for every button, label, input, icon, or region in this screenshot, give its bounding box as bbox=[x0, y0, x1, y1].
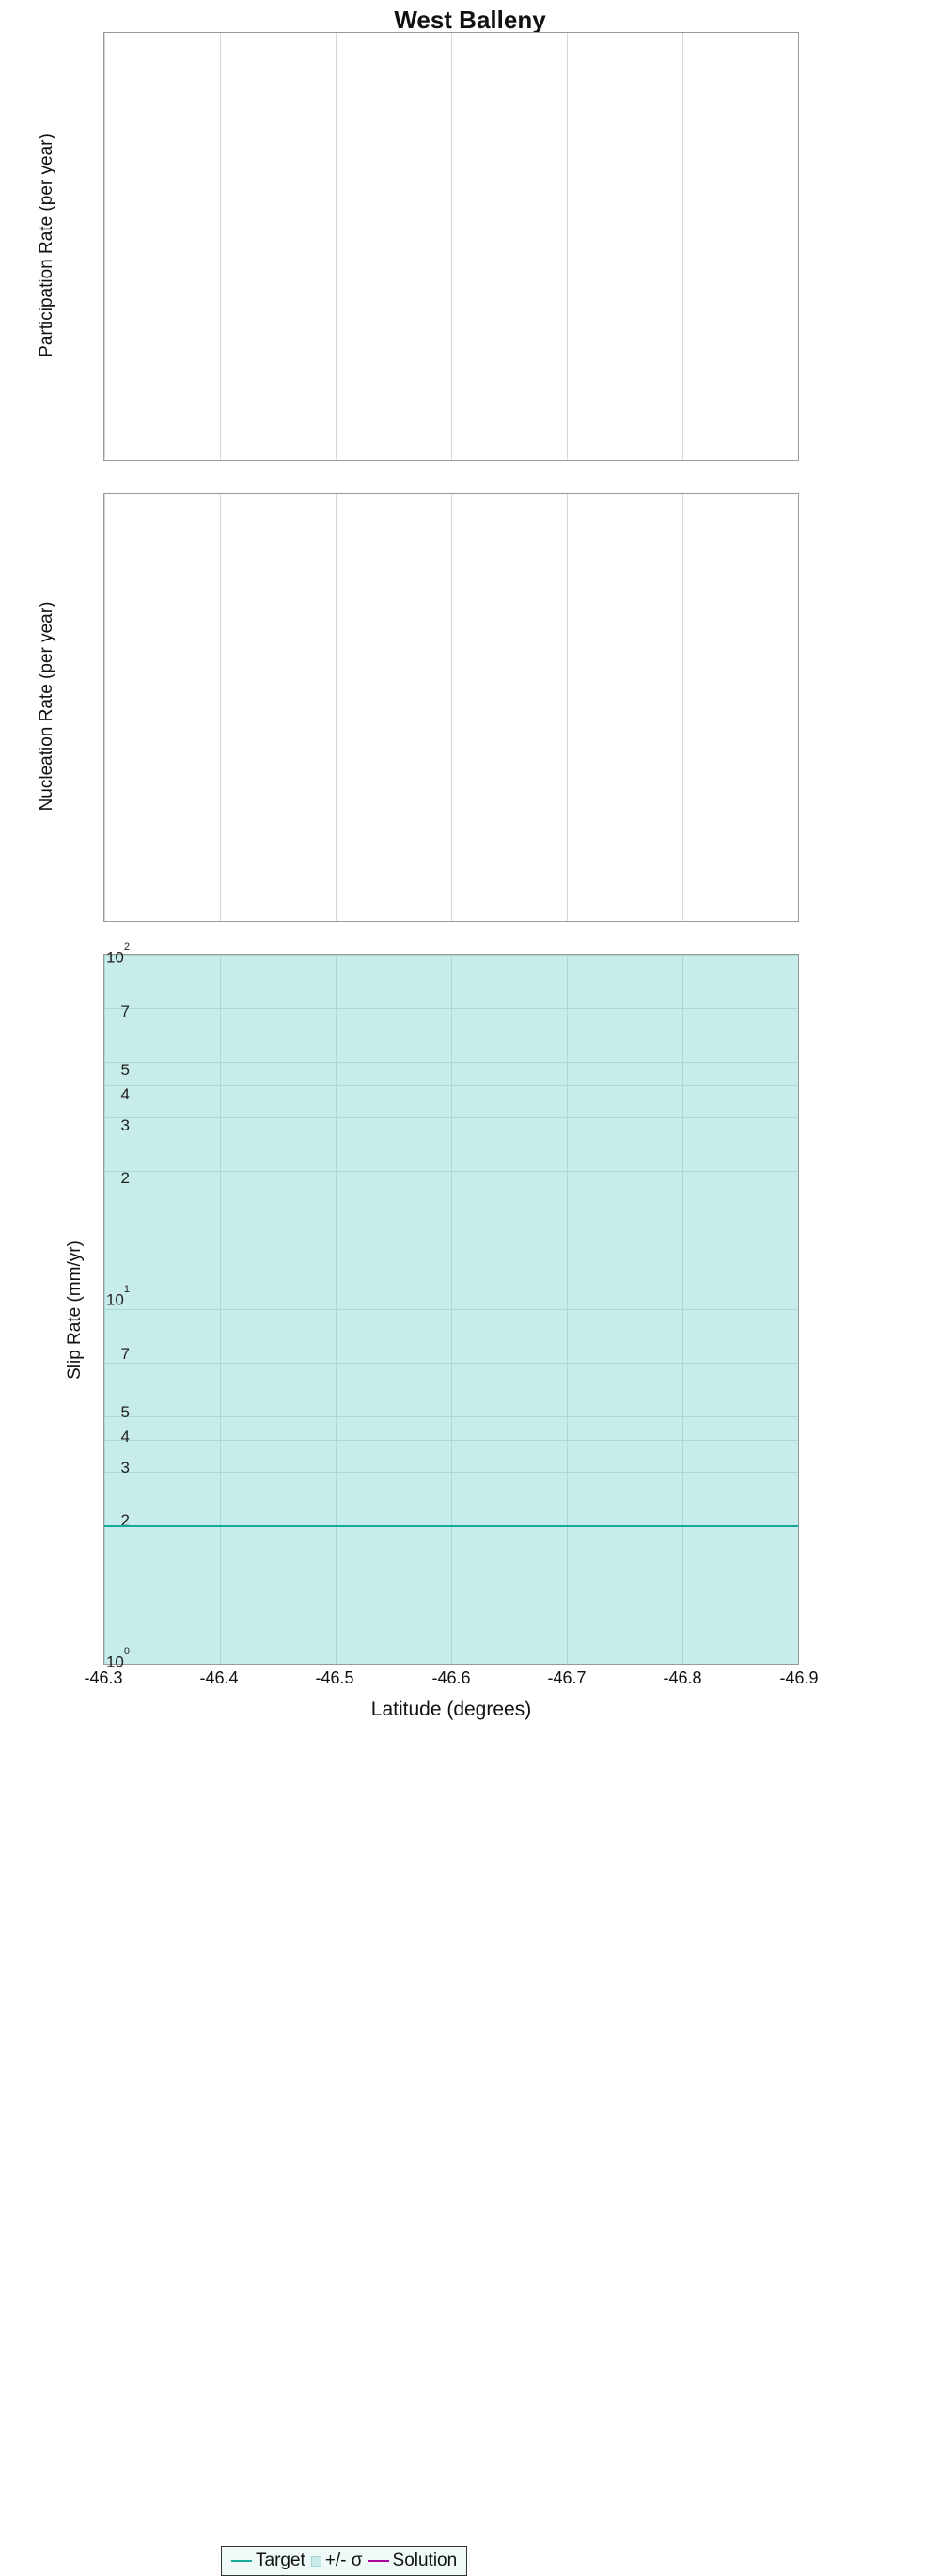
legend-item-solution[interactable]: Solution bbox=[368, 2551, 458, 2571]
gridline-v bbox=[451, 33, 452, 460]
legend-swatch-sigma bbox=[311, 2556, 321, 2567]
gridline-h-30 bbox=[104, 1117, 798, 1118]
gridline-h-70 bbox=[104, 1008, 798, 1009]
legend-item-target[interactable]: Target bbox=[231, 2551, 306, 2571]
ytick-4: 4 bbox=[78, 1428, 130, 1446]
gridline-v bbox=[104, 494, 105, 921]
legend-label-target: Target bbox=[256, 2551, 306, 2571]
panel-nucleation-rate bbox=[103, 493, 799, 922]
xtick-3: -46.6 bbox=[431, 1668, 470, 1688]
gridline-v bbox=[451, 494, 452, 921]
xtick-1: -46.4 bbox=[199, 1668, 238, 1688]
gridline-h-50 bbox=[104, 1062, 798, 1063]
ytick-40: 4 bbox=[78, 1085, 130, 1104]
gridline-h-10 bbox=[104, 1309, 798, 1310]
xtick-5: -46.8 bbox=[663, 1668, 701, 1688]
ytick-70: 7 bbox=[78, 1003, 130, 1021]
gridline-v bbox=[336, 33, 337, 460]
gridline-v bbox=[336, 494, 337, 921]
gridline-v bbox=[220, 494, 221, 921]
gridline-h-4 bbox=[104, 1440, 798, 1441]
ytick-30: 3 bbox=[78, 1116, 130, 1135]
legend-label-sigma: +/- σ bbox=[325, 2551, 363, 2571]
figure-container: West Balleny Participation Rate (per yea… bbox=[0, 0, 940, 1693]
gridline-h-40 bbox=[104, 1085, 798, 1086]
xtick-0: -46.3 bbox=[84, 1668, 122, 1688]
ytick-20: 2 bbox=[78, 1169, 130, 1188]
xtick-6: -46.9 bbox=[779, 1668, 818, 1688]
ytick-7: 7 bbox=[78, 1345, 130, 1364]
gridline-v bbox=[567, 494, 568, 921]
gridline-h-5 bbox=[104, 1416, 798, 1417]
gridline-h-7 bbox=[104, 1363, 798, 1364]
gridline-v bbox=[567, 33, 568, 460]
xaxis-label: Latitude (degrees) bbox=[103, 1699, 799, 1721]
ytick-3: 3 bbox=[78, 1459, 130, 1478]
panel-participation-rate bbox=[103, 32, 799, 461]
gridline-h-100 bbox=[104, 955, 798, 956]
panel-slip-rate[interactable]: Target +/- σ Solution bbox=[103, 954, 799, 1665]
chart-title: West Balleny bbox=[0, 6, 940, 35]
target-line[interactable] bbox=[104, 1525, 798, 1528]
ytick-5: 5 bbox=[78, 1403, 130, 1422]
ytick-10: 101 bbox=[78, 1290, 130, 1310]
gridline-v bbox=[682, 494, 683, 921]
ytick-2: 2 bbox=[78, 1511, 130, 1530]
xtick-2: -46.5 bbox=[315, 1668, 353, 1688]
xtick-4: -46.7 bbox=[547, 1668, 586, 1688]
gridline-v bbox=[220, 33, 221, 460]
ylabel-participation-rate: Participation Rate (per year) bbox=[37, 31, 57, 460]
ytick-50: 5 bbox=[78, 1061, 130, 1080]
gridline-v bbox=[104, 33, 105, 460]
legend-swatch-solution bbox=[368, 2560, 389, 2563]
legend-label-solution: Solution bbox=[393, 2551, 458, 2571]
gridline-v bbox=[682, 33, 683, 460]
gridline-h-20 bbox=[104, 1171, 798, 1172]
legend-swatch-target bbox=[231, 2560, 252, 2563]
ytick-100: 102 bbox=[78, 948, 130, 968]
legend-item-sigma[interactable]: +/- σ bbox=[311, 2551, 363, 2571]
ylabel-nucleation-rate: Nucleation Rate (per year) bbox=[37, 492, 57, 921]
chart-legend[interactable]: Target +/- σ Solution bbox=[221, 2546, 467, 2576]
gridline-h-3 bbox=[104, 1472, 798, 1473]
